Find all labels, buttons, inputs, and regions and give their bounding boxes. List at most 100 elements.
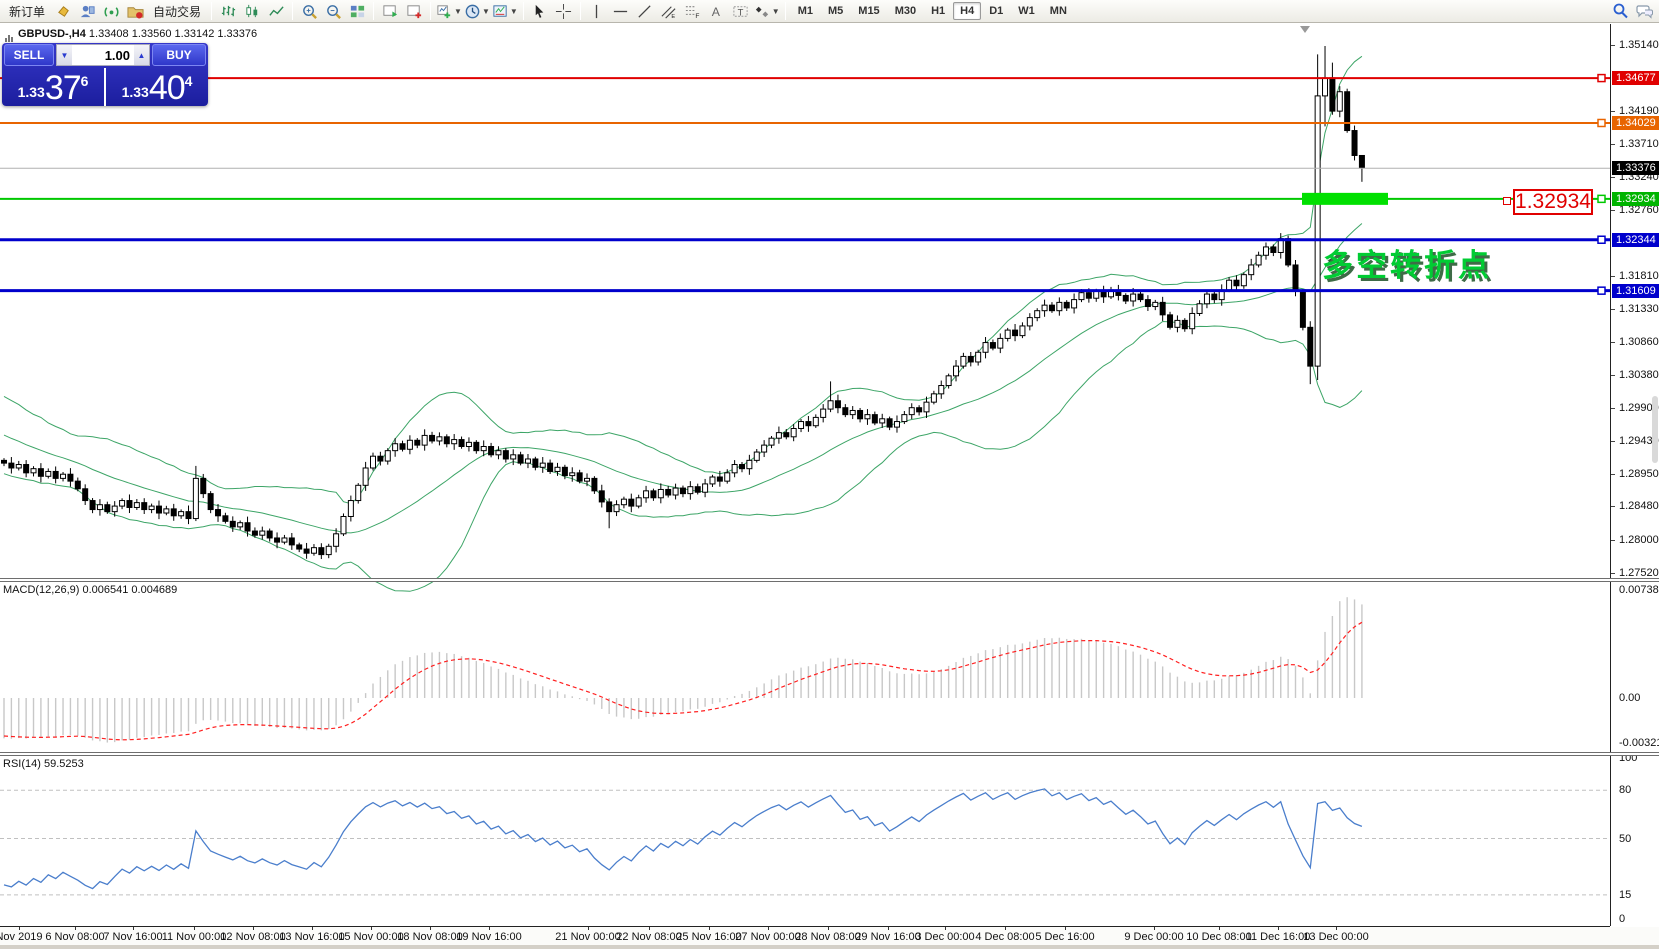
zoom-in-icon[interactable] bbox=[298, 1, 320, 21]
candle-bullish bbox=[879, 418, 886, 424]
chart-forward-icon[interactable] bbox=[379, 1, 401, 21]
time-axis-label: 22 Nov 08:00 bbox=[616, 931, 682, 943]
label-tool-icon[interactable]: T bbox=[730, 1, 752, 21]
one-click-trade-panel: SELL ▼ ▲ BUY 1.33 37 6 1.33 40 4 bbox=[2, 43, 208, 106]
rsi-scale-label: 80 bbox=[1619, 784, 1632, 797]
autotrade-icon[interactable] bbox=[124, 1, 146, 21]
candle-bearish bbox=[547, 462, 554, 472]
chart-shift-marker[interactable] bbox=[1300, 26, 1310, 33]
periods-clock-icon[interactable]: ▼ bbox=[464, 1, 490, 21]
candle-bearish bbox=[1358, 154, 1365, 169]
cursor-icon[interactable] bbox=[529, 1, 551, 21]
level-line-handle[interactable] bbox=[1597, 73, 1606, 83]
channel-tool-icon[interactable]: E bbox=[658, 1, 680, 21]
arrows-tool-icon[interactable]: ▼ bbox=[754, 1, 780, 21]
signal-icon[interactable] bbox=[100, 1, 122, 21]
panel-divider-macd[interactable] bbox=[0, 578, 1659, 582]
candle-bullish bbox=[1196, 303, 1203, 314]
candle-bearish bbox=[126, 500, 133, 508]
trendline-tool-icon[interactable] bbox=[634, 1, 656, 21]
price-scale[interactable]: 1.35140 1.34190 1.33710 1.33240 1.32760 1.318… bbox=[1610, 24, 1659, 926]
buy-price-fraction: 4 bbox=[184, 73, 193, 89]
timeframe-D1[interactable]: D1 bbox=[989, 5, 1004, 17]
scrollbar-thumb[interactable] bbox=[1652, 396, 1658, 463]
sell-button[interactable]: SELL bbox=[4, 44, 54, 66]
new-order-button[interactable]: 新订单 bbox=[9, 4, 46, 19]
market-watch-icon[interactable] bbox=[76, 1, 98, 21]
candle-bearish bbox=[1181, 319, 1188, 330]
price-tick: 1.29900 bbox=[1611, 402, 1659, 415]
timeframe-M5[interactable]: M5 bbox=[828, 5, 844, 17]
level-line-handle[interactable] bbox=[1597, 118, 1606, 128]
bar-chart-icon[interactable] bbox=[217, 1, 239, 21]
search-icon[interactable] bbox=[1609, 1, 1631, 21]
candle-bearish bbox=[1285, 238, 1292, 266]
timeframe-M30[interactable]: M30 bbox=[894, 5, 917, 17]
candle-bearish bbox=[82, 488, 89, 502]
text-tool-icon[interactable]: A bbox=[706, 1, 728, 21]
buy-button[interactable]: BUY bbox=[152, 44, 206, 66]
timeframe-M15[interactable]: M15 bbox=[858, 5, 880, 17]
timeframe-W1[interactable]: W1 bbox=[1018, 5, 1035, 17]
panel-divider-rsi[interactable] bbox=[0, 752, 1659, 756]
timeframe-M1[interactable]: M1 bbox=[797, 5, 813, 17]
time-axis-tick bbox=[1065, 927, 1066, 930]
bollinger-upper-band bbox=[3, 55, 1363, 505]
candle-bullish bbox=[620, 498, 627, 506]
sell-price-display[interactable]: 1.33 37 6 bbox=[2, 68, 106, 106]
timeframe-H1[interactable]: H1 bbox=[931, 5, 946, 17]
volume-decrease-button[interactable]: ▼ bbox=[57, 45, 72, 65]
zoom-out-icon[interactable] bbox=[322, 1, 344, 21]
candle-bullish bbox=[310, 547, 317, 554]
volume-input[interactable] bbox=[72, 45, 134, 65]
price-callout-label[interactable]: 1.32934 bbox=[1513, 189, 1593, 215]
candle-bullish bbox=[1314, 95, 1321, 367]
timeframe-H4[interactable]: H4 bbox=[953, 2, 982, 20]
timeframe-MN[interactable]: MN bbox=[1049, 5, 1067, 17]
crosshair-icon[interactable] bbox=[553, 1, 575, 21]
volume-increase-button[interactable]: ▲ bbox=[134, 45, 149, 65]
level-line-handle[interactable] bbox=[1597, 194, 1606, 204]
candle-bearish bbox=[665, 488, 672, 496]
fibonacci-tool-icon[interactable]: F bbox=[682, 1, 704, 21]
time-axis[interactable]: Nov 2019 6 Nov 08:00 7 Nov 16:00 11 Nov 00:… bbox=[0, 927, 1659, 945]
macd-scale-label: 0.00 bbox=[1619, 692, 1641, 704]
trade-highlight-segment[interactable] bbox=[1302, 192, 1388, 205]
chart-ohlc-values: 1.33408 1.33560 1.33142 1.33376 bbox=[88, 28, 258, 40]
vertical-line-tool-icon[interactable] bbox=[586, 1, 608, 21]
level-line-handle[interactable] bbox=[1597, 235, 1606, 244]
candle-bearish bbox=[1137, 293, 1144, 301]
candle-bullish bbox=[775, 432, 782, 439]
autotrade-button[interactable]: 自动交易 bbox=[153, 4, 202, 19]
candle-bearish bbox=[834, 400, 841, 409]
buy-price-display[interactable]: 1.33 40 4 bbox=[106, 68, 208, 106]
candle-bearish bbox=[842, 407, 849, 416]
candle-chart-icon[interactable] bbox=[241, 1, 263, 21]
time-axis-tick bbox=[1154, 927, 1155, 930]
candle-bullish bbox=[392, 443, 399, 452]
candle-bullish bbox=[938, 385, 945, 395]
new-chart-icon[interactable]: ▼ bbox=[436, 1, 462, 21]
templates-icon[interactable]: ▼ bbox=[492, 1, 518, 21]
chart-shift-icon[interactable] bbox=[403, 1, 425, 21]
time-axis-label: 12 Nov 08:00 bbox=[220, 931, 286, 943]
candle-bullish bbox=[178, 511, 185, 517]
level-line-handle[interactable] bbox=[1597, 286, 1606, 295]
candle-bearish bbox=[783, 432, 790, 438]
tile-windows-icon[interactable] bbox=[346, 1, 368, 21]
rsi-indicator-label: RSI(14) 59.5253 bbox=[3, 758, 84, 770]
chat-icon[interactable] bbox=[1633, 1, 1655, 21]
toolbar-separator bbox=[430, 2, 432, 20]
chart-symbol-period: GBPUSD-,H4 bbox=[18, 28, 86, 40]
candle-bearish bbox=[716, 476, 723, 482]
trendline-anchor-marker[interactable] bbox=[1503, 197, 1511, 205]
turning-point-annotation[interactable]: 多空转折点 bbox=[1322, 248, 1492, 283]
award-icon[interactable] bbox=[52, 1, 74, 21]
rsi-line bbox=[3, 788, 1363, 890]
time-axis-label: 11 Dec 16:00 bbox=[1245, 931, 1311, 943]
horizontal-line-tool-icon[interactable] bbox=[610, 1, 632, 21]
line-chart-icon[interactable] bbox=[265, 1, 287, 21]
candle-bullish bbox=[930, 393, 937, 403]
